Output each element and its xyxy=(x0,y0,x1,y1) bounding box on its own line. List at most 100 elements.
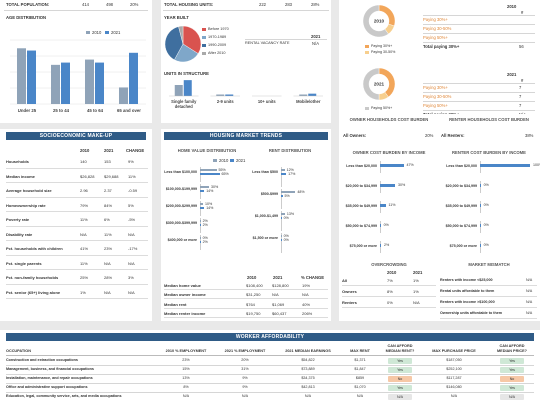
income-bar xyxy=(380,164,404,167)
cost-burden-2010-donut: 2010 xyxy=(362,4,396,38)
worker-col-header: OCCUPATION xyxy=(6,349,31,353)
worker-value: $187,050 xyxy=(446,358,462,362)
worker-affordability-badge: Yes xyxy=(388,366,412,373)
income-label: $75,000 or more xyxy=(349,244,377,248)
axis-line xyxy=(480,161,481,173)
income-label: Less than $20,000 xyxy=(446,164,477,168)
owner-by-income-title: OWNER COST BURDEN BY INCOME xyxy=(352,150,426,155)
income-bar xyxy=(380,224,381,227)
axis-line xyxy=(480,181,481,193)
socio-value: 3% xyxy=(128,275,134,280)
age-bar-2021 xyxy=(27,50,36,104)
income-bar xyxy=(380,184,395,187)
value-2010: 0% xyxy=(202,235,208,240)
socio-label: Average household size xyxy=(6,188,52,193)
socio-value: 5% xyxy=(128,202,134,208)
units-bar-2021 xyxy=(183,80,192,96)
market-mismatch-title: MARKET MISMATCH xyxy=(468,262,510,267)
worker-value: $117,287 xyxy=(446,376,462,380)
year-built-pie xyxy=(164,25,202,63)
year-built-legend-label: After 2010 xyxy=(208,51,226,55)
bar-2010 xyxy=(200,220,201,223)
socio-value: 2.37 xyxy=(104,188,112,193)
market-col-2021: 2021 xyxy=(273,275,283,280)
socio-label: Disability rate xyxy=(6,231,33,237)
cost-burden-row-value: 7 xyxy=(519,94,522,99)
value-2021: 14% xyxy=(206,188,214,193)
worker-value: N/A xyxy=(241,394,249,398)
worker-affordability-badge: Yes xyxy=(388,384,412,391)
income-bar xyxy=(380,244,381,247)
overcrowding-title: OVERCROWDING xyxy=(371,262,407,267)
worker-value: 13% xyxy=(182,376,190,380)
market-label: Median renter income xyxy=(164,311,206,316)
age-category-label: 65 and over xyxy=(117,108,141,113)
total-units-2010: 222 xyxy=(259,2,266,7)
cost-burden-panel: 2010 2021 Paying 30%+ Paying 30-50% Payin… xyxy=(339,0,540,123)
age-bar-2010 xyxy=(51,64,60,104)
row-divider xyxy=(6,374,534,375)
row-divider xyxy=(6,365,534,366)
socio-row: Poverty rate 11% 6% -5% xyxy=(6,212,148,227)
worker-value: $54,822 xyxy=(301,358,315,362)
year-built-legend-item: After 2010 xyxy=(202,51,242,59)
worker-col-header: MAX RENT xyxy=(350,349,370,353)
socio-value: 9% xyxy=(128,159,134,164)
donut-center-label: 2021 xyxy=(374,82,385,87)
market-legend-2021: 2021 xyxy=(236,158,246,163)
mismatch-value: N/A xyxy=(526,311,533,315)
axis-line xyxy=(380,181,381,193)
value-2010: 30% xyxy=(211,184,219,189)
units-category-label: Single family xyxy=(171,99,197,104)
donut-legend-label: Paying 50%+ xyxy=(371,106,393,110)
overcrowding-value: 8% xyxy=(387,289,393,294)
worker-value: 9% xyxy=(242,385,248,389)
socio-value: 11% xyxy=(104,231,112,237)
market-value: 206% xyxy=(302,311,313,316)
units-bar-2010 xyxy=(216,94,225,96)
worker-affordability-table: OCCUPATION 2010 % EMPLOYMENT 2021 % EMPLOY… xyxy=(6,343,534,400)
income-value: 11% xyxy=(388,203,396,207)
home-value-chart: Less than $100,000 55% 65% $100,000-$199,99… xyxy=(161,167,251,255)
market-value: $19,750 xyxy=(246,311,261,316)
socio-row: Pct. non-family households 25% 28% 3% xyxy=(6,270,148,285)
divider xyxy=(423,15,535,16)
socio-value: -5% xyxy=(128,217,136,222)
year-built-slice xyxy=(164,26,184,61)
worker-value: 9% xyxy=(242,376,248,380)
bar-2010 xyxy=(281,169,285,172)
home-value-title: HOME VALUE DISTRIBUTION xyxy=(177,148,237,153)
owner-burden-title: OWNER HOUSEHOLDS COST BURDEN xyxy=(349,117,429,122)
socio-value: N/A xyxy=(128,231,135,237)
socio-value: 28% xyxy=(104,275,113,280)
worker-col-header: 2021 % EMPLOYMENT xyxy=(224,349,266,353)
units-category-label: detached xyxy=(175,104,193,109)
worker-occupation: Office and administrative support occupa… xyxy=(6,385,88,389)
socio-value: 84% xyxy=(104,202,113,208)
divider xyxy=(423,83,535,84)
income-value: 0% xyxy=(483,243,489,247)
rental-vacancy-label: RENTAL VACANCY RATE xyxy=(245,41,290,45)
worker-value: N/A xyxy=(182,394,190,398)
market-legend-2010: 2010 xyxy=(219,158,229,163)
socio-value: $26,828 xyxy=(80,173,95,179)
year-built-legend-item: Before 1970 xyxy=(202,27,242,35)
income-label: $35,000 to $49,999 xyxy=(345,204,377,208)
cost-burden-row-value: 7 xyxy=(519,85,522,90)
units-category-label: Mobile/other xyxy=(296,99,321,104)
socio-value: 153 xyxy=(104,159,111,164)
value-2021: 0% xyxy=(283,237,289,242)
distribution-label: Less than $100,000 xyxy=(164,170,197,174)
income-value: 30% xyxy=(398,183,406,187)
market-trends-header: HOUSING MARKET TRENDS xyxy=(164,132,328,140)
cost-burden-hash: # xyxy=(521,78,524,83)
income-label: $35,000 to $49,999 xyxy=(445,204,477,208)
socio-value: $29,688 xyxy=(104,173,119,179)
year-built-title: YEAR BUILT xyxy=(164,15,189,20)
overcrowding-row: Owners 8% 1% xyxy=(342,286,436,297)
worker-value: N/A xyxy=(450,394,458,398)
units-bar-2021 xyxy=(225,94,234,96)
socio-value: 25% xyxy=(80,275,89,280)
socio-value: 79% xyxy=(80,202,89,208)
cost-burden-2021-donut: 2021 xyxy=(362,67,396,101)
